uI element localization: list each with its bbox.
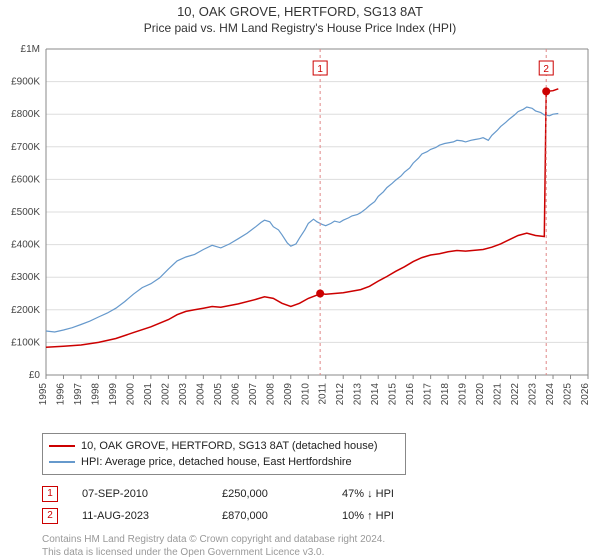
title-subtitle: Price paid vs. HM Land Registry's House … (0, 21, 600, 35)
table-row: 2 11-AUG-2023 £870,000 10% ↑ HPI (42, 505, 600, 527)
svg-text:£1M: £1M (21, 44, 40, 55)
svg-text:1995: 1995 (38, 383, 49, 406)
chart-container: 10, OAK GROVE, HERTFORD, SG13 8AT Price … (0, 0, 600, 559)
footer-line: This data is licensed under the Open Gov… (42, 546, 600, 559)
svg-text:£600K: £600K (11, 174, 40, 185)
svg-text:2023: 2023 (528, 383, 539, 406)
svg-text:2008: 2008 (265, 383, 276, 406)
plot-area: £0 £100K £200K £300K £400K £500K £600K £700K £80… (0, 37, 600, 427)
legend-item: 10, OAK GROVE, HERTFORD, SG13 8AT (detac… (49, 438, 399, 454)
legend-box: 10, OAK GROVE, HERTFORD, SG13 8AT (detac… (42, 433, 406, 475)
svg-text:2021: 2021 (493, 383, 504, 406)
footer-attribution: Contains HM Land Registry data © Crown c… (42, 533, 600, 559)
svg-text:2005: 2005 (213, 383, 224, 406)
table-row: 1 07-SEP-2010 £250,000 47% ↓ HPI (42, 483, 600, 505)
svg-text:£700K: £700K (11, 142, 40, 153)
svg-text:£500K: £500K (11, 207, 40, 218)
svg-text:2010: 2010 (300, 383, 311, 406)
svg-text:1998: 1998 (90, 383, 101, 406)
chart-titles: 10, OAK GROVE, HERTFORD, SG13 8AT Price … (0, 0, 600, 37)
svg-text:2009: 2009 (283, 383, 294, 406)
svg-text:2022: 2022 (510, 383, 521, 406)
svg-text:2007: 2007 (248, 383, 259, 406)
svg-text:2012: 2012 (335, 383, 346, 406)
svg-text:2020: 2020 (475, 383, 486, 406)
transaction-hpi-delta: 10% ↑ HPI (342, 510, 442, 522)
svg-text:2002: 2002 (160, 383, 171, 406)
transaction-price: £250,000 (222, 488, 342, 500)
svg-text:£900K: £900K (11, 77, 40, 88)
transaction-table: 1 07-SEP-2010 £250,000 47% ↓ HPI 2 11-AU… (42, 483, 600, 527)
legend-swatch (49, 445, 75, 447)
svg-text:2024: 2024 (545, 383, 556, 406)
svg-text:2025: 2025 (563, 383, 574, 406)
transaction-date: 11-AUG-2023 (82, 510, 222, 522)
svg-text:2004: 2004 (195, 383, 206, 406)
svg-text:2017: 2017 (423, 383, 434, 406)
svg-text:2000: 2000 (125, 383, 136, 406)
svg-text:£800K: £800K (11, 109, 40, 120)
svg-text:2: 2 (543, 64, 549, 75)
transaction-marker: 2 (42, 508, 58, 524)
title-address: 10, OAK GROVE, HERTFORD, SG13 8AT (0, 4, 600, 19)
svg-text:2014: 2014 (370, 383, 381, 406)
legend-swatch (49, 461, 75, 463)
svg-text:£0: £0 (29, 370, 41, 381)
svg-text:2015: 2015 (388, 383, 399, 406)
svg-text:£200K: £200K (11, 305, 40, 316)
svg-text:£300K: £300K (11, 272, 40, 283)
svg-text:2006: 2006 (230, 383, 241, 406)
svg-text:1997: 1997 (73, 383, 84, 406)
svg-text:1999: 1999 (108, 383, 119, 406)
legend-label: HPI: Average price, detached house, East… (81, 456, 352, 468)
svg-text:2018: 2018 (440, 383, 451, 406)
svg-text:2011: 2011 (318, 383, 329, 405)
legend-label: 10, OAK GROVE, HERTFORD, SG13 8AT (detac… (81, 440, 378, 452)
svg-text:2013: 2013 (353, 383, 364, 406)
svg-text:2019: 2019 (458, 383, 469, 406)
svg-text:£100K: £100K (11, 337, 40, 348)
svg-text:2016: 2016 (405, 383, 416, 406)
footer-line: Contains HM Land Registry data © Crown c… (42, 533, 600, 546)
line-chart-svg: £0 £100K £200K £300K £400K £500K £600K £700K £80… (0, 37, 600, 427)
svg-text:1996: 1996 (55, 383, 66, 406)
transaction-hpi-delta: 47% ↓ HPI (342, 488, 442, 500)
legend-item: HPI: Average price, detached house, East… (49, 454, 399, 470)
svg-text:2026: 2026 (580, 383, 591, 406)
transaction-marker: 1 (42, 486, 58, 502)
svg-text:1: 1 (317, 64, 323, 75)
svg-text:£400K: £400K (11, 240, 40, 251)
svg-text:2001: 2001 (143, 383, 154, 406)
svg-text:2003: 2003 (178, 383, 189, 406)
transaction-date: 07-SEP-2010 (82, 488, 222, 500)
transaction-price: £870,000 (222, 510, 342, 522)
